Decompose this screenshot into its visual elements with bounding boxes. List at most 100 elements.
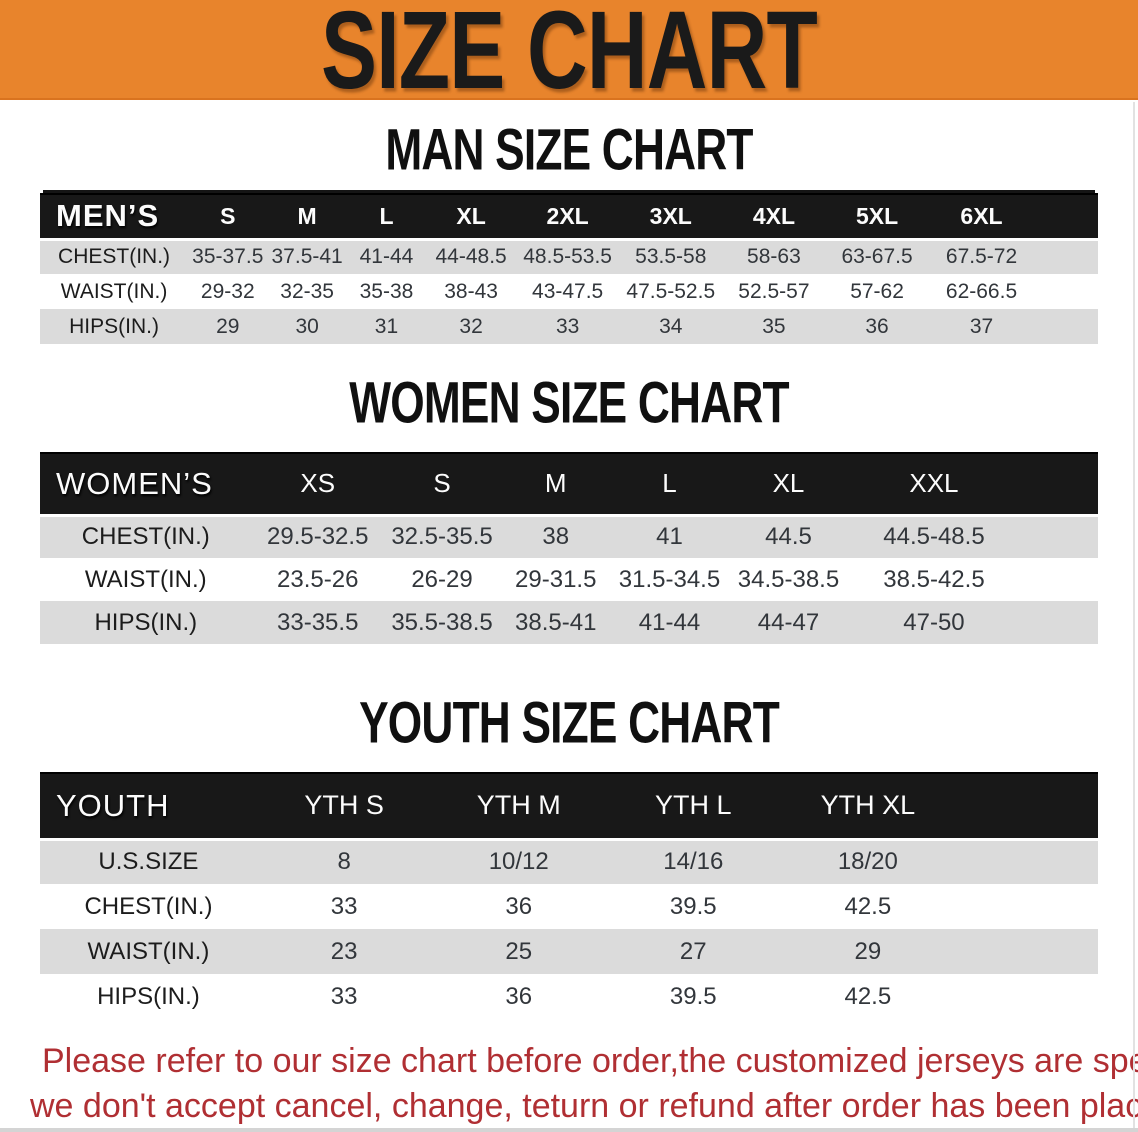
women-chest-in-cell-1: 32.5-35.5 bbox=[383, 513, 501, 558]
footer-note-line2: we don't accept cancel, change, teturn o… bbox=[30, 1087, 1138, 1125]
footer-note: Please refer to our size chart before or… bbox=[0, 1039, 1138, 1129]
women-waist-in-cell-4: 34.5-38.5 bbox=[737, 565, 840, 593]
youth-u-s-size-cell-0: 8 bbox=[256, 837, 432, 884]
men-hips-in-cell-0: 29 bbox=[216, 314, 240, 338]
women-chest-in-cell-3: 41 bbox=[611, 513, 728, 558]
women-hips-in-cell-0: 33-35.5 bbox=[277, 608, 359, 636]
man-size-chart-heading-text: MAN SIZE CHART bbox=[385, 117, 753, 183]
women-header-xs: XS bbox=[251, 452, 384, 516]
men-row-label-waist-in: WAIST(IN.) bbox=[60, 279, 168, 303]
men-hips-in-cell-2: 31 bbox=[374, 314, 399, 338]
right-edge-line bbox=[1133, 102, 1135, 1132]
youth-header-label: YOUTH bbox=[40, 772, 257, 840]
youth-row-label-waist-in: WAIST(IN.) bbox=[87, 937, 210, 965]
size-chart-banner: SIZE CHART bbox=[0, 0, 1138, 100]
youth-hips-in-cell-0: 33 bbox=[330, 982, 358, 1010]
youth-u-s-size-cell-1: 10/12 bbox=[431, 837, 606, 884]
men-header-l: L bbox=[346, 193, 427, 240]
men-hips-in-cell-3: 32 bbox=[459, 314, 483, 338]
youth-header-yth-l: YTH L bbox=[606, 772, 781, 840]
man-size-chart-heading: MAN SIZE CHART bbox=[0, 117, 1138, 183]
women-chest-in-cell-5: 44.5-48.5 bbox=[849, 513, 1019, 558]
men-hips-in-cell-8: 37 bbox=[969, 314, 994, 338]
youth-row-hips-in: HIPS(IN.) 33 36 39.5 42.5 bbox=[40, 974, 1098, 1019]
women-hips-in-cell-1: 35.5-38.5 bbox=[391, 608, 493, 636]
women-waist-in-cell-5: 38.5-42.5 bbox=[883, 565, 985, 593]
women-hips-in-cell-5: 47-50 bbox=[903, 608, 965, 636]
youth-chest-in-cell-2: 39.5 bbox=[669, 892, 717, 920]
women-header-xxl: XXL bbox=[849, 452, 1019, 516]
men-waist-in-cell-6: 52.5-57 bbox=[738, 279, 810, 303]
men-chest-in-cell-1: 37.5-41 bbox=[267, 237, 347, 274]
women-header-label: WOMEN’S bbox=[40, 452, 252, 516]
footer-note-line1: Please refer to our size chart before or… bbox=[42, 1042, 1138, 1080]
men-header-2xl: 2XL bbox=[516, 193, 620, 240]
size-chart-title: SIZE CHART bbox=[321, 0, 818, 100]
men-chest-in-cell-5: 53.5-58 bbox=[619, 237, 723, 274]
women-header-s: S bbox=[383, 452, 501, 516]
men-chest-in-cell-6: 58-63 bbox=[722, 237, 826, 274]
youth-header-row: YOUTH YTH S YTH M YTH L YTH XL bbox=[40, 772, 1098, 840]
men-header-xl: XL bbox=[426, 193, 517, 240]
women-header-l: L bbox=[611, 452, 728, 516]
women-size-chart-heading: WOMEN SIZE CHART bbox=[0, 374, 1138, 432]
men-waist-in-cell-2: 35-38 bbox=[359, 279, 414, 303]
women-row-spacer bbox=[1018, 513, 1098, 558]
women-waist-in-cell-0: 23.5-26 bbox=[277, 565, 359, 593]
women-header-xl: XL bbox=[727, 452, 850, 516]
youth-waist-in-cell-3: 29 bbox=[854, 937, 882, 965]
women-waist-in-cell-3: 31.5-34.5 bbox=[618, 565, 721, 593]
youth-chest-in-cell-3: 42.5 bbox=[844, 892, 892, 920]
youth-size-chart-heading-text: YOUTH SIZE CHART bbox=[359, 690, 780, 756]
women-size-table: WOMEN’S XS S M L XL XXL CHEST(IN.) 29.5-32.5 32.… bbox=[40, 452, 1098, 644]
men-chest-in-cell-7: 63-67.5 bbox=[825, 237, 929, 274]
men-hips-in-cell-4: 33 bbox=[555, 314, 580, 338]
women-chest-in-cell-4: 44.5 bbox=[727, 513, 850, 558]
youth-hips-in-cell-1: 36 bbox=[505, 982, 533, 1010]
women-chest-in-cell-0: 29.5-32.5 bbox=[251, 513, 384, 558]
men-header-row: MEN’S S M L XL 2XL 3XL 4XL 5XL 6XL bbox=[40, 193, 1098, 240]
men-row-waist-in: WAIST(IN.) 29-32 32-35 35-38 38-43 43-47.5 47.… bbox=[40, 274, 1098, 309]
youth-row-spacer bbox=[955, 837, 1098, 884]
youth-row-chest-in: CHEST(IN.) 33 36 39.5 42.5 bbox=[40, 884, 1098, 929]
youth-row-label-u-s-size: U.S.SIZE bbox=[40, 837, 257, 884]
youth-chest-in-cell-1: 36 bbox=[505, 892, 533, 920]
men-header-m: M bbox=[267, 193, 347, 240]
youth-header-spacer bbox=[955, 772, 1098, 840]
women-header-row: WOMEN’S XS S M L XL XXL bbox=[40, 452, 1098, 516]
men-header-3xl: 3XL bbox=[619, 193, 723, 240]
women-hips-in-cell-4: 44-47 bbox=[757, 608, 820, 636]
women-header-spacer bbox=[1018, 452, 1098, 516]
women-row-chest-in: CHEST(IN.) 29.5-32.5 32.5-35.5 38 41 44.5 44.5… bbox=[40, 513, 1098, 558]
men-header-label: MEN’S bbox=[40, 193, 189, 240]
men-header-s: S bbox=[188, 193, 268, 240]
women-row-spacer bbox=[1019, 601, 1098, 644]
youth-row-spacer bbox=[955, 974, 1098, 1019]
youth-waist-in-cell-1: 25 bbox=[505, 937, 533, 965]
men-row-spacer bbox=[1034, 274, 1098, 309]
men-waist-in-cell-5: 47.5-52.5 bbox=[626, 279, 716, 303]
men-chest-in-cell-4: 48.5-53.5 bbox=[516, 237, 620, 274]
women-row-label-waist-in: WAIST(IN.) bbox=[84, 565, 207, 593]
men-waist-in-cell-0: 29-32 bbox=[200, 279, 255, 303]
bottom-edge-strip bbox=[0, 1128, 1138, 1132]
men-size-table: MEN’S S M L XL 2XL 3XL 4XL 5XL 6XL CHEST(IN.) 35-3… bbox=[40, 193, 1098, 344]
youth-u-s-size-cell-2: 14/16 bbox=[606, 837, 781, 884]
men-hips-in-cell-5: 34 bbox=[659, 314, 683, 338]
men-chest-in-cell-8: 67.5-72 bbox=[928, 237, 1035, 274]
youth-hips-in-cell-2: 39.5 bbox=[669, 982, 717, 1010]
youth-row-waist-in: WAIST(IN.) 23 25 27 29 bbox=[40, 929, 1098, 974]
youth-row-spacer bbox=[955, 929, 1098, 974]
men-row-label-hips-in: HIPS(IN.) bbox=[69, 314, 159, 338]
youth-u-s-size-cell-3: 18/20 bbox=[780, 837, 956, 884]
youth-row-label-chest-in: CHEST(IN.) bbox=[84, 892, 213, 920]
men-chest-in-cell-2: 41-44 bbox=[346, 237, 427, 274]
youth-chest-in-cell-0: 33 bbox=[330, 892, 358, 920]
youth-header-yth-m: YTH M bbox=[431, 772, 606, 840]
women-hips-in-cell-2: 38.5-41 bbox=[515, 608, 597, 636]
women-row-spacer bbox=[1019, 558, 1098, 601]
women-header-m: M bbox=[500, 452, 612, 516]
youth-waist-in-cell-2: 27 bbox=[679, 937, 707, 965]
men-chest-in-cell-3: 44-48.5 bbox=[426, 237, 517, 274]
